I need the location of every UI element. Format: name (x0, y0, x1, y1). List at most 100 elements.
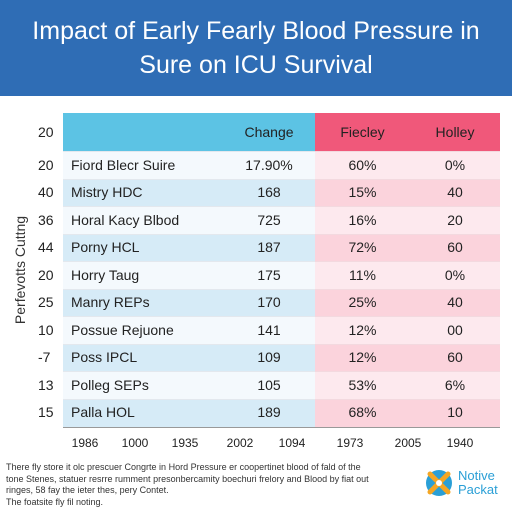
table-cell: 109 (257, 349, 281, 366)
row-bg (63, 178, 315, 207)
table-row: Horry Taug 175 11% 0% (63, 261, 500, 290)
title-line: Impact of Early Fearly Blood Pressure in (32, 17, 480, 45)
table-cell: Mistry HDC (71, 184, 143, 201)
table-cell: 40 (447, 184, 463, 201)
table-cell: 20 (447, 211, 463, 228)
row-bg (63, 261, 315, 290)
row-bg (315, 233, 500, 262)
table-cell: 40 (447, 294, 463, 311)
left-axis-label: 20 (38, 266, 54, 283)
table-cell: 189 (257, 404, 281, 421)
footnote-line: tone Stenes, statuer resrre rumment pres… (6, 473, 369, 484)
row-bg (315, 178, 500, 207)
header-bg (315, 113, 500, 151)
table-row: Poss IPCL 109 12% 60 (63, 343, 500, 372)
bottom-axis-label: 1973 (336, 436, 364, 450)
table-cell: 105 (257, 376, 281, 393)
logo-line: Packat (458, 482, 498, 497)
table-cell: Porny HCL (71, 239, 140, 256)
bottom-axis-label: 2002 (226, 436, 254, 450)
left-axis-label: 13 (38, 376, 54, 393)
footnote-line: ringes, 58 fay the ieter thes, pery Cont… (6, 485, 169, 495)
bottom-axis-label: 1094 (278, 436, 306, 450)
row-bg (63, 371, 315, 400)
logo: Notive Packat (424, 468, 498, 498)
table-cell: 168 (257, 184, 281, 201)
table-cell: Palla HOL (71, 404, 135, 421)
table-cell: 60% (348, 156, 377, 173)
row-bg (315, 288, 500, 317)
table-cell: 0% (444, 156, 466, 173)
header-bg (63, 113, 315, 151)
table-cell: 141 (257, 321, 281, 338)
left-axis-label: 10 (38, 321, 54, 338)
row-bg (315, 343, 500, 372)
left-axis-label: 15 (38, 404, 54, 421)
table-cell: Polleg SEPs (71, 376, 149, 393)
left-axis-label: 44 (38, 239, 54, 256)
table-cell: 725 (257, 211, 281, 228)
title-line: Sure on ICU Survival (139, 51, 373, 79)
column-header: Holley (435, 124, 475, 140)
table-cell: Horal Kacy Blbod (71, 211, 180, 228)
left-axis-label: 40 (38, 184, 54, 201)
bottom-axis-label: 2005 (394, 436, 422, 450)
table-row: Manry REPs 170 25% 40 (63, 288, 500, 317)
left-axis-label: -7 (38, 349, 51, 366)
table-row: Fiord Blecr Suire 17.90% 60% 0% (63, 151, 500, 180)
footnote-line: There fly store it olc prescuer Congrte … (6, 462, 361, 472)
table-cell: 60 (447, 239, 463, 256)
table-cell: 12% (348, 349, 377, 366)
table-cell: Manry REPs (71, 294, 150, 311)
logo-line: Notive (458, 468, 495, 483)
table-cell: 25% (348, 294, 377, 311)
row-bg (63, 343, 315, 372)
table-cell: 15% (348, 184, 377, 201)
table-cell: 187 (257, 239, 281, 256)
table-cell: 0% (444, 266, 466, 283)
table-cell: 12% (348, 321, 377, 338)
table-cell: 68% (348, 404, 377, 421)
row-bg (315, 151, 500, 180)
table-cell: 72% (348, 239, 377, 256)
row-bg (63, 233, 315, 262)
table-row: Polleg SEPs 105 53% 6% (63, 371, 500, 400)
left-axis-label: 36 (38, 211, 54, 228)
left-axis-label: 20 (38, 124, 54, 140)
table-cell: 60 (447, 349, 463, 366)
table-cell: Fiord Blecr Suire (71, 156, 176, 173)
table-row: Porny HCL 187 72% 60 (63, 233, 500, 262)
row-bg (63, 151, 315, 180)
table-cell: 10 (447, 404, 463, 421)
row-bg (63, 206, 315, 235)
row-bg (315, 371, 500, 400)
logo-text: Notive Packat (458, 469, 498, 497)
table-cell: 6% (444, 376, 466, 393)
left-axis-label: 20 (38, 156, 54, 173)
row-bg (315, 206, 500, 235)
table-row: Palla HOL 189 68% 10 (63, 398, 500, 427)
table-row: Possue Rejuone 141 12% 00 (63, 316, 500, 345)
table-cell: 17.90% (245, 156, 293, 173)
table-cell: 175 (257, 266, 281, 283)
table-row: Horal Kacy Blbod 725 16% 20 (63, 206, 500, 235)
table-cell: 16% (348, 211, 377, 228)
row-bg (315, 261, 500, 290)
table-row: Mistry HDC 168 15% 40 (63, 178, 500, 207)
title-banner: Impact of Early Fearly Blood Pressure in… (0, 0, 512, 96)
row-bg (63, 316, 315, 345)
column-header: Fiecley (340, 124, 385, 140)
footnote-line: The foatsite fly fil noting. (6, 496, 104, 507)
bottom-axis-label: 1000 (121, 436, 149, 450)
axis-label: Perfevotts Cuttng (12, 215, 28, 325)
axis-line (63, 427, 500, 428)
row-bg (63, 398, 315, 427)
table-cell: 11% (349, 266, 376, 283)
header-row: Change Fiecley Holley (63, 113, 500, 151)
table-cell: Poss IPCL (71, 349, 138, 366)
logo-icon (426, 470, 452, 496)
bottom-axis-label: 1935 (171, 436, 199, 450)
table-cell: Horry Taug (71, 266, 140, 283)
row-bg (315, 398, 500, 427)
